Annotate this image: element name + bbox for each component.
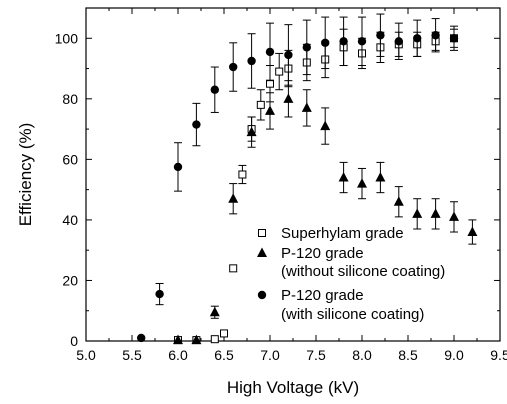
data-point [338,172,349,182]
data-point [192,120,201,129]
data-point [155,289,164,299]
data-point [321,38,330,48]
y-tick-label: 60 [62,151,78,167]
legend-label: Superhylam grade [281,225,404,242]
data-point [357,37,367,46]
data-point [375,172,386,182]
legend-marker [257,247,267,257]
data-point [302,43,311,52]
data-point [412,208,423,218]
legend-marker [257,290,267,300]
x-axis-ticks: 5.0 5.5 6.0 6.5 7.0 7.5 8.0 8.5 9.0 9.5 [76,8,507,363]
legend-marker [258,229,266,237]
x-tick-label: 6.5 [214,347,234,363]
data-point [394,37,403,46]
x-tick-label: 7.5 [306,347,326,363]
series-filled-circle [137,13,459,343]
legend-label: (without silicone coating) [281,263,445,280]
y-tick-label: 40 [62,212,78,228]
data-point [210,335,219,344]
y-tick-label: 100 [55,30,79,46]
data-point [229,62,238,72]
x-axis-title: High Voltage (kV) [227,378,359,397]
y-tick-label: 0 [70,333,78,349]
data-point [220,329,228,338]
series-layer [137,13,478,345]
data-point [173,334,183,345]
data-point [137,333,146,343]
y-axis-title: Efficiency (%) [16,123,35,227]
series-filled-triangle [173,80,478,345]
data-point [246,126,257,137]
data-point [393,196,404,206]
data-point [228,193,239,203]
data-point [376,31,385,40]
data-point [449,34,459,43]
data-point [467,226,478,237]
legend-label: P-120 grade [281,245,364,262]
data-point [301,102,312,112]
data-point [430,208,441,218]
y-axis-ticks: 0 20 40 60 80 100 [55,7,500,349]
x-tick-label: 8.5 [398,347,418,363]
data-point [256,100,265,109]
data-point [275,67,284,76]
x-tick-label: 7.0 [260,347,280,363]
data-point [265,105,275,115]
data-point [357,178,367,188]
data-point [173,162,183,172]
data-point [339,37,348,46]
data-point [191,334,202,345]
x-tick-label: 5.0 [76,347,96,363]
x-tick-label: 6.0 [168,347,188,363]
data-point [284,50,293,60]
legend-label: (with silicone coating) [281,306,424,323]
data-point [449,211,459,221]
x-tick-label: 8.0 [352,347,372,363]
legend-label: P-120 grade [281,287,364,304]
x-tick-label: 9.5 [490,347,507,363]
data-point [431,31,440,40]
data-point [265,47,275,57]
y-tick-label: 80 [62,91,78,107]
data-point [413,34,422,43]
data-point [210,85,219,94]
y-tick-label: 20 [62,272,78,288]
data-point [247,56,256,66]
x-tick-label: 5.5 [122,347,142,363]
data-point [229,264,238,273]
data-point [209,306,220,317]
data-point [266,79,274,88]
data-point [238,170,247,179]
data-point [320,120,331,131]
x-tick-label: 9.0 [444,347,464,363]
data-point [283,93,294,103]
